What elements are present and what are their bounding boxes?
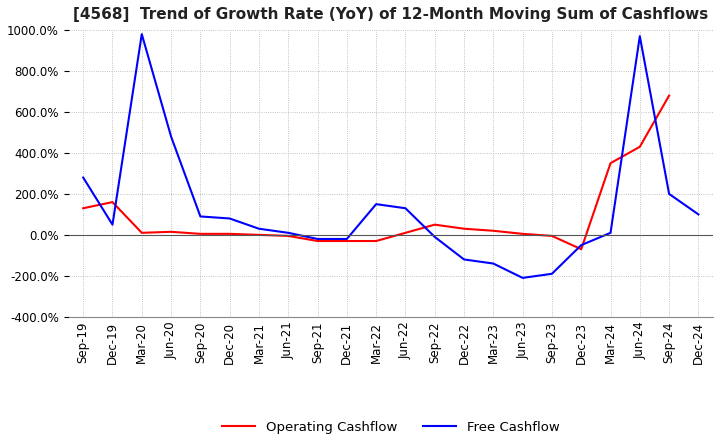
Operating Cashflow [548, 233, 557, 238]
Free Cashflow [167, 134, 176, 139]
Legend: Operating Cashflow, Free Cashflow: Operating Cashflow, Free Cashflow [217, 416, 565, 439]
Free Cashflow [255, 226, 264, 231]
Line: Free Cashflow: Free Cashflow [84, 34, 698, 278]
Free Cashflow [225, 216, 234, 221]
Operating Cashflow [343, 238, 351, 244]
Free Cashflow [665, 191, 673, 197]
Free Cashflow [489, 261, 498, 266]
Free Cashflow [431, 234, 439, 239]
Free Cashflow [138, 32, 146, 37]
Title: [4568]  Trend of Growth Rate (YoY) of 12-Month Moving Sum of Cashflows: [4568] Trend of Growth Rate (YoY) of 12-… [73, 7, 708, 22]
Free Cashflow [79, 175, 88, 180]
Operating Cashflow [518, 231, 527, 236]
Operating Cashflow [313, 238, 322, 244]
Free Cashflow [401, 205, 410, 211]
Free Cashflow [548, 271, 557, 276]
Free Cashflow [518, 275, 527, 281]
Operating Cashflow [255, 232, 264, 238]
Operating Cashflow [489, 228, 498, 233]
Free Cashflow [636, 33, 644, 39]
Free Cashflow [459, 257, 468, 262]
Free Cashflow [343, 236, 351, 242]
Free Cashflow [606, 230, 615, 235]
Operating Cashflow [225, 231, 234, 236]
Free Cashflow [284, 230, 292, 235]
Free Cashflow [694, 212, 703, 217]
Operating Cashflow [577, 246, 585, 252]
Operating Cashflow [196, 231, 204, 236]
Operating Cashflow [459, 226, 468, 231]
Operating Cashflow [167, 229, 176, 235]
Free Cashflow [196, 214, 204, 219]
Operating Cashflow [284, 233, 292, 238]
Free Cashflow [372, 202, 380, 207]
Operating Cashflow [431, 222, 439, 227]
Operating Cashflow [606, 161, 615, 166]
Operating Cashflow [138, 230, 146, 235]
Operating Cashflow [108, 199, 117, 205]
Free Cashflow [577, 242, 585, 248]
Operating Cashflow [401, 230, 410, 235]
Line: Operating Cashflow: Operating Cashflow [84, 95, 669, 249]
Operating Cashflow [636, 144, 644, 150]
Free Cashflow [313, 236, 322, 242]
Free Cashflow [108, 222, 117, 227]
Operating Cashflow [79, 205, 88, 211]
Operating Cashflow [372, 238, 380, 244]
Operating Cashflow [665, 93, 673, 98]
